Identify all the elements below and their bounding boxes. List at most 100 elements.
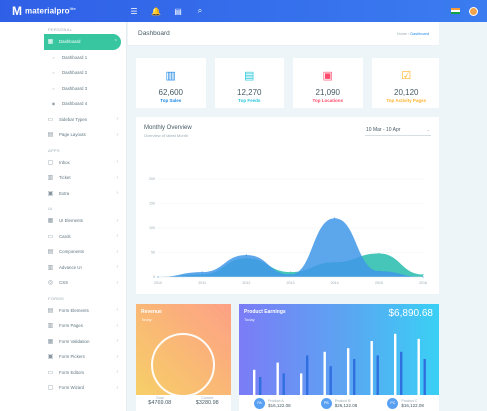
breadcrumb: Home › Dashboard [397, 32, 429, 36]
sidebar-item[interactable]: ▤ Page Layouts › [0, 127, 126, 143]
earnings-bar-blue [259, 377, 262, 395]
search-icon[interactable]: ⌕ [197, 6, 203, 15]
sidebar-item[interactable]: ▤ Form Elements › [0, 303, 126, 319]
date-range-select[interactable]: 10 Mar - 10 Apr ⌄ [365, 127, 431, 136]
earnings-bar-white [394, 333, 397, 395]
sidebar-item[interactable]: ▣ Extra › [0, 186, 126, 202]
chevron-icon: › [116, 279, 118, 286]
form-elements-icon: ▤ [47, 307, 54, 314]
sidebar-item-label: Dashboard 1 [62, 54, 88, 60]
chevron-icon: › [116, 116, 118, 123]
brand-logo[interactable]: M materialprolite [0, 4, 125, 18]
topbar-icons: ☰ 🔔 ▤ ⌕ [125, 6, 205, 16]
sidebar-item[interactable]: ▭ Form Editors › [0, 365, 126, 381]
sidebar-section-title: Apps [48, 147, 60, 153]
sidebar-item[interactable]: ▣ Form Pickers › [0, 349, 126, 365]
sidebar-item-label: Advance UI [59, 264, 82, 270]
product-badge: PA [254, 397, 266, 409]
logo-mark: M [12, 4, 22, 18]
chevron-icon: › [116, 159, 118, 166]
page-header: Dashboard Home › Dashboard [128, 22, 439, 46]
earnings-bar-blue [353, 359, 356, 395]
x-tick-label: 2015 [375, 281, 383, 285]
earnings-bar-blue [282, 373, 285, 395]
product-badge: PC [387, 397, 399, 409]
sidebar-item[interactable]: ▭ Cards › [0, 229, 126, 245]
elements-icon: ▦ [47, 218, 54, 225]
stat-cards: ▥ 62,600 Top Sales ▤ 12,270 Top Feeds ▣ 21,090 T… [136, 58, 441, 108]
series-point-1 [289, 273, 292, 276]
page-title: Dashboard [138, 30, 170, 37]
series-point-1 [334, 217, 336, 219]
sidebar-item-label: UI Elements [59, 218, 83, 224]
sidebar-item[interactable]: ▤ Components › [0, 244, 126, 260]
overview-chart: 0 50 100 150 200 2010 2011 2012 2013 2014 2015 2016 [149, 177, 427, 285]
ticket-icon: ▥ [47, 175, 54, 182]
sidebar: Personal ▦ Dashboard ⌃ ○ Dashboard 1 ○ Dashboar… [0, 22, 127, 411]
chevron-icon: ⌃ [113, 38, 118, 45]
product-badge: PB [320, 397, 332, 409]
chevron-icon: › [116, 131, 118, 138]
product-text: Product B $26,122.08 [335, 399, 358, 408]
user-avatar[interactable] [469, 6, 478, 16]
chevron-icon: › [116, 384, 118, 391]
main-content: Dashboard Home › Dashboard ▥ 62,600 Top Sa… [128, 22, 441, 411]
stat-label: Top Activity Pages [386, 98, 427, 103]
series-point-0 [378, 252, 380, 255]
bell-icon[interactable]: 🔔 [151, 6, 161, 16]
brand-sup: lite [69, 6, 76, 12]
stat-value: 20,120 [394, 88, 419, 97]
overview-subtitle: Overview of latest Month [144, 133, 189, 138]
sidebar-item[interactable]: ▢ Inbox › [0, 155, 126, 171]
language-flag-icon[interactable] [451, 8, 460, 14]
goal-stat: Goal $4769.08 [148, 396, 171, 411]
sidebar-item[interactable]: ▥ Form Pages › [0, 318, 126, 334]
menu-icon[interactable]: ☰ [130, 6, 138, 16]
stat-value: 21,090 [315, 88, 340, 97]
sidebar-item[interactable]: ▦ UI Elements › [0, 213, 126, 229]
chevron-icon: › [116, 369, 118, 376]
sidebar-item[interactable]: ▭ Sidebar Types › [0, 112, 126, 128]
sidebar-item[interactable]: ○ Dashboard 3 [0, 81, 126, 97]
sidebar-item-label: Form Elements [59, 307, 89, 313]
date-range-value: 10 Mar - 10 Apr [366, 127, 401, 133]
sidebar-item[interactable]: ◉ Dashboard 4 [0, 96, 126, 112]
bar-chart-icon: ▥ [165, 70, 176, 82]
product-earnings-card: Product Earnings Today $6,890.68 PA Produ… [239, 304, 439, 411]
sidebar-item[interactable]: ○ Dashboard 2 [0, 65, 126, 81]
x-tick-label: 2013 [287, 281, 295, 285]
sidebar-item[interactable]: ▦ Form Validation › [0, 334, 126, 350]
chevron-icon: › [116, 233, 118, 240]
earnings-bar-white [417, 338, 420, 395]
chevron-icon: › [116, 307, 118, 314]
circle-icon: ○ [52, 70, 55, 76]
sidebar-item[interactable]: ○ Dashboard 1 [0, 50, 126, 66]
components-icon: ▤ [47, 249, 54, 256]
sidebar-item[interactable]: ▥ Ticket › [0, 170, 126, 186]
stat-card: ▣ 21,090 Top Locations [293, 58, 363, 108]
x-tick-label: 2014 [331, 281, 339, 285]
sidebar-section-title: Forms [48, 295, 64, 301]
earnings-bar-blue [306, 355, 309, 395]
chat-icon[interactable]: ▤ [174, 6, 182, 16]
breadcrumb-home[interactable]: Home [396, 31, 408, 36]
sidebar-item[interactable]: ▥ Advance UI › [0, 260, 126, 276]
sidebar-item-label: Sidebar Types [59, 116, 87, 122]
sidebar-item-label: Inbox [59, 159, 70, 165]
product-value: $16,122.08 [268, 402, 291, 408]
sidebar-item[interactable]: ▢ Form Wizard › [0, 380, 126, 396]
sidebar-item-label: Extra [59, 190, 70, 196]
earnings-bar-blue [423, 359, 426, 395]
sidebar-section-title: UI [48, 206, 53, 211]
stat-card: ▤ 12,270 Top Feeds [214, 58, 284, 108]
series-point-1 [378, 270, 380, 272]
sidebar-item[interactable]: ▦ Dashboard ⌃ [44, 34, 121, 50]
stat-label: Top Locations [312, 98, 343, 103]
brand-name: materialprolite [25, 6, 76, 16]
revenue-footer: Goal $4769.08 Current $3280.98 [136, 395, 231, 411]
layout-icon: ▤ [47, 132, 54, 139]
series-area-1 [158, 218, 423, 277]
product-label: Product A [268, 398, 284, 403]
sidebar-item[interactable]: ◎ CSS › [0, 275, 126, 291]
earnings-bar-blue [376, 355, 379, 395]
